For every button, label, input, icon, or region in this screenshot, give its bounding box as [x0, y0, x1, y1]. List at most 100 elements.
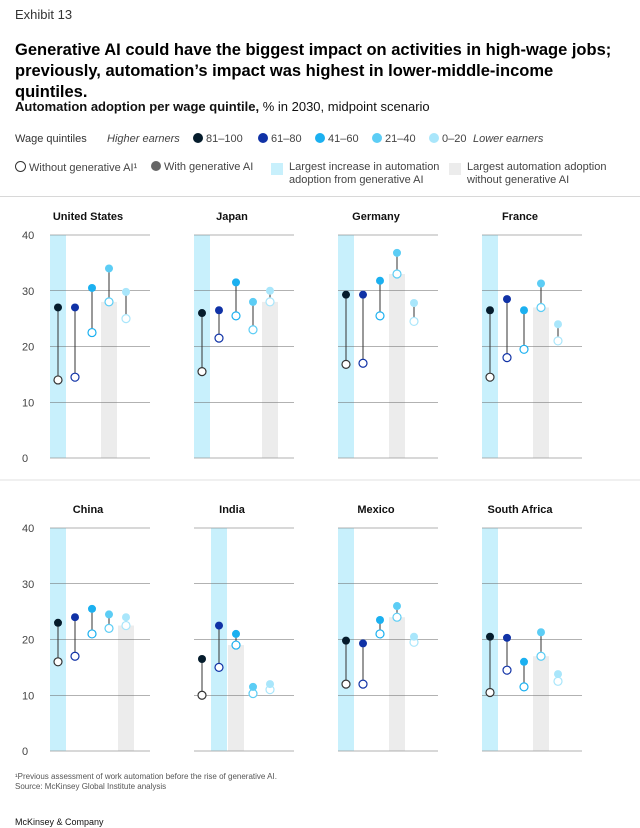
subtitle-bold: Automation adoption per wage quintile, — [15, 99, 260, 114]
with-genai-point — [342, 636, 350, 645]
with-genai-point — [503, 633, 511, 642]
panel-title: China — [73, 504, 104, 516]
with-genai-point — [359, 639, 367, 648]
without-genai-point — [502, 353, 512, 363]
with-genai-point — [376, 615, 384, 624]
without-genai-point — [265, 297, 275, 307]
without-genai-point — [231, 640, 241, 650]
legend-higher-earners: Higher earners — [107, 133, 180, 145]
legend-lower-earners: Lower earners — [473, 133, 544, 145]
with-genai-point — [71, 613, 79, 622]
without-genai-point — [375, 629, 385, 639]
with-genai-point — [249, 297, 257, 306]
hollow-dot-icon — [15, 161, 26, 172]
without-genai-point — [341, 359, 351, 369]
with-genai-point — [503, 295, 511, 304]
panel-title: Mexico — [357, 504, 395, 516]
with-genai-point — [486, 632, 494, 641]
without-genai-point — [197, 366, 207, 377]
with-genai-point — [410, 632, 418, 641]
with-genai-point — [376, 276, 384, 285]
panel-title: Japan — [216, 211, 248, 223]
without-genai-point — [519, 682, 529, 692]
without-genai-point — [231, 311, 241, 321]
q1-label: 81–100 — [206, 133, 243, 145]
largest-without-band — [262, 301, 278, 458]
legend-with: With generative AI — [151, 161, 253, 173]
legend-wage-quintiles: Wage quintiles — [15, 133, 87, 145]
with-genai-point — [393, 602, 401, 611]
y-tick-label: 20 — [22, 635, 34, 647]
with-genai-point — [54, 618, 62, 627]
without-genai-point — [392, 269, 402, 279]
with-label: With generative AI — [164, 161, 254, 173]
with-genai-point — [486, 306, 494, 315]
legend-largest-without: Largest automation adoption without gene… — [449, 161, 629, 191]
q3-dot-icon — [315, 133, 325, 143]
y-tick-label: 40 — [22, 523, 34, 535]
y-tick-label: 0 — [22, 453, 28, 465]
without-genai-point — [214, 662, 224, 672]
q4-dot-icon — [372, 133, 382, 143]
panel-title: France — [502, 211, 538, 223]
without-genai-point — [536, 651, 546, 661]
chart-area: 0 10 20 30 40 United States Japan Germany France… — [0, 211, 640, 758]
without-genai-point — [358, 679, 368, 689]
largest-without-band — [389, 274, 405, 458]
legend-divider — [0, 196, 640, 197]
legend-q1: 81–100 — [193, 133, 243, 145]
without-genai-point — [502, 665, 512, 675]
without-genai-point — [197, 690, 207, 700]
with-genai-point — [520, 657, 528, 666]
with-genai-point — [554, 670, 562, 679]
q2-label: 61–80 — [271, 133, 302, 145]
largest-without-band — [533, 307, 549, 458]
subtitle-rest: % in 2030, midpoint scenario — [259, 99, 430, 114]
without-genai-point — [87, 629, 97, 639]
y-tick-label: 0 — [22, 746, 28, 758]
without-genai-point — [553, 336, 563, 346]
y-tick-label: 30 — [22, 579, 34, 591]
with-genai-point — [105, 264, 113, 273]
largest-increase-label: Largest increase in automation adoption … — [289, 161, 440, 186]
legend: Wage quintiles Higher earners 81–100 61–… — [15, 130, 630, 190]
with-genai-point — [71, 303, 79, 312]
q4-label: 21–40 — [385, 133, 416, 145]
without-genai-point — [121, 314, 131, 324]
with-genai-point — [88, 604, 96, 613]
with-genai-point — [198, 655, 206, 664]
largest-without-band — [118, 625, 134, 751]
without-genai-point — [87, 327, 97, 338]
with-genai-point — [232, 278, 240, 287]
blue-swatch-icon — [271, 163, 283, 175]
without-genai-point — [104, 297, 114, 307]
without-genai-point — [214, 333, 224, 343]
without-genai-point — [375, 311, 385, 321]
y-tick-label: 10 — [22, 397, 34, 409]
panel-title: Germany — [352, 211, 401, 223]
with-genai-point — [410, 299, 418, 308]
y-tick-label: 20 — [22, 342, 34, 354]
with-genai-point — [88, 283, 96, 292]
panel-title: South Africa — [488, 504, 554, 516]
legend-q5: 0–20 — [429, 133, 466, 145]
panel-title: United States — [53, 211, 123, 223]
largest-without-label: Largest automation adoption without gene… — [467, 161, 607, 186]
without-genai-point — [358, 358, 368, 368]
with-genai-point — [554, 320, 562, 329]
without-genai-point — [409, 316, 419, 327]
without-genai-point — [53, 657, 63, 667]
with-genai-point — [359, 290, 367, 299]
with-genai-point — [198, 309, 206, 318]
with-genai-point — [54, 303, 62, 312]
with-genai-point — [266, 680, 274, 689]
with-genai-point — [232, 629, 240, 638]
without-genai-point — [519, 344, 529, 354]
with-genai-point — [393, 248, 401, 257]
q1-dot-icon — [193, 133, 203, 143]
with-genai-point — [537, 279, 545, 288]
without-genai-point — [248, 325, 258, 335]
largest-without-band — [389, 617, 405, 751]
q5-label: 0–20 — [442, 133, 467, 145]
chart-subtitle: Automation adoption per wage quintile, %… — [15, 99, 430, 114]
